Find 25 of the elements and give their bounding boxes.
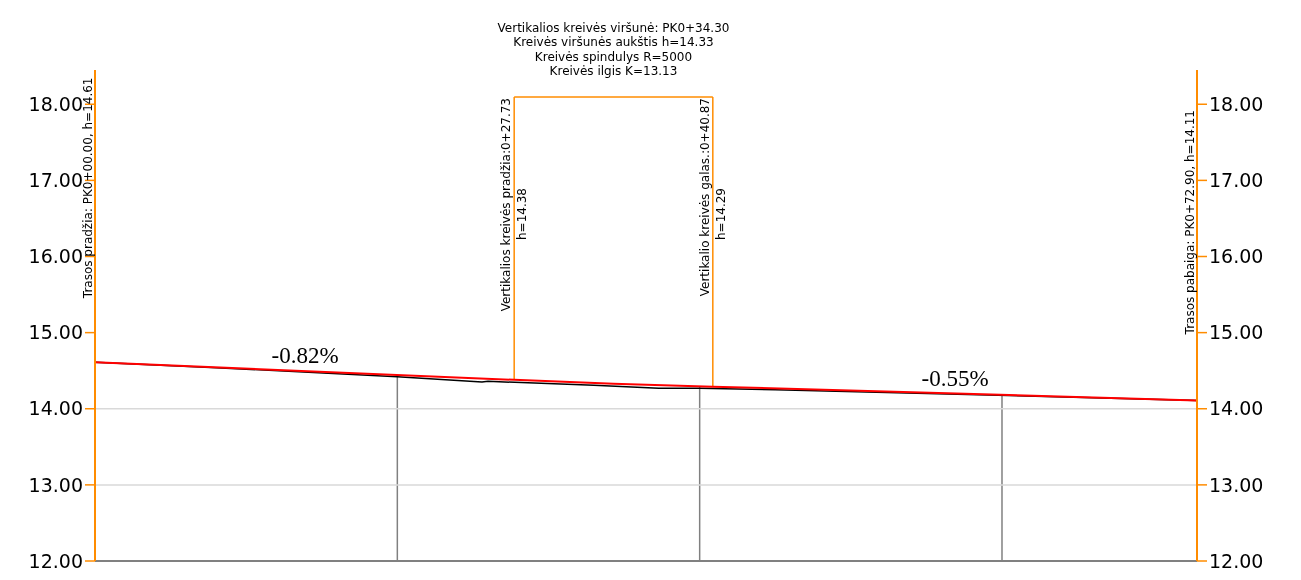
annotation: -0.55% (921, 365, 989, 391)
line-series (95, 361, 1197, 402)
ref-line-label: Vertikalio kreivės galas.:0+40.87 h=14.29 (697, 98, 728, 297)
y2-tick-label: 13.00 (1209, 473, 1264, 496)
y-tick-label: 15.00 (28, 321, 83, 344)
ref-line-label: Vertikalios kreivės pradžia:0+27.73 h=14.38 (499, 98, 530, 312)
y-tick-label: 12.00 (28, 549, 83, 572)
y-axis-title: Trasos pradžia: PK0+00.00, h=14.61 (81, 77, 95, 300)
y2-tick-label: 14.00 (1209, 397, 1264, 420)
y2-tick-label: 16.00 (1209, 245, 1264, 268)
text: Kreivės spindulys R=5000 (534, 49, 693, 64)
y2-tick-label: 18.00 (1209, 93, 1264, 115)
y-tick-label: 17.00 (28, 169, 83, 192)
y2-axis-title: Trasos pabaiga: PK0+72.90, h=14.11 (1183, 110, 1197, 336)
text: Vertikalios kreivės viršunė: PK0+34.30 (497, 20, 730, 35)
text: Kreivės viršunės aukštis h=14.33 (513, 35, 714, 50)
annotation: -0.82% (271, 342, 339, 368)
y-tick-label: 13.00 (28, 473, 83, 496)
y-tick-label: 14.00 (28, 397, 83, 420)
y-tick-label: 18.00 (28, 93, 83, 115)
y2-tick-label: 17.00 (1209, 169, 1264, 192)
y-tick-label: 16.00 (28, 245, 83, 268)
annotation: Kreivės ilgis K=13.13 (549, 64, 678, 78)
y2-tick-label: 15.00 (1209, 321, 1264, 344)
y2-tick-label: 12.00 (1209, 549, 1264, 572)
